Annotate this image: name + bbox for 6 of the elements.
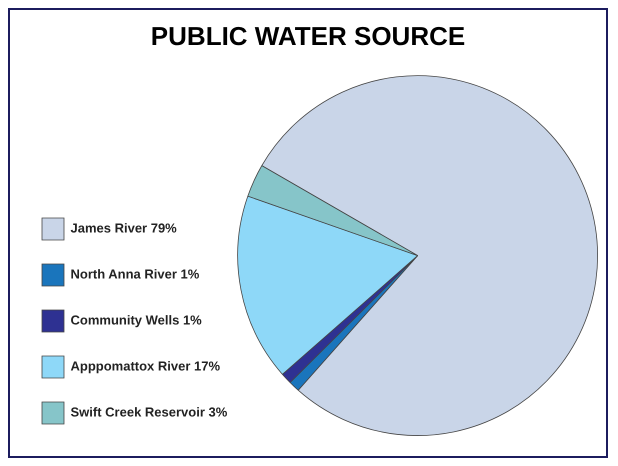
legend-label: Swift Creek Reservoir 3% (70, 404, 228, 420)
legend-label: Apppomattox River 17% (70, 358, 220, 374)
legend-label: Community Wells 1% (70, 312, 202, 328)
legend-label: North Anna River 1% (70, 266, 200, 282)
chart-title: PUBLIC WATER SOURCE (150, 20, 466, 51)
legend-label: James River 79% (70, 220, 178, 236)
